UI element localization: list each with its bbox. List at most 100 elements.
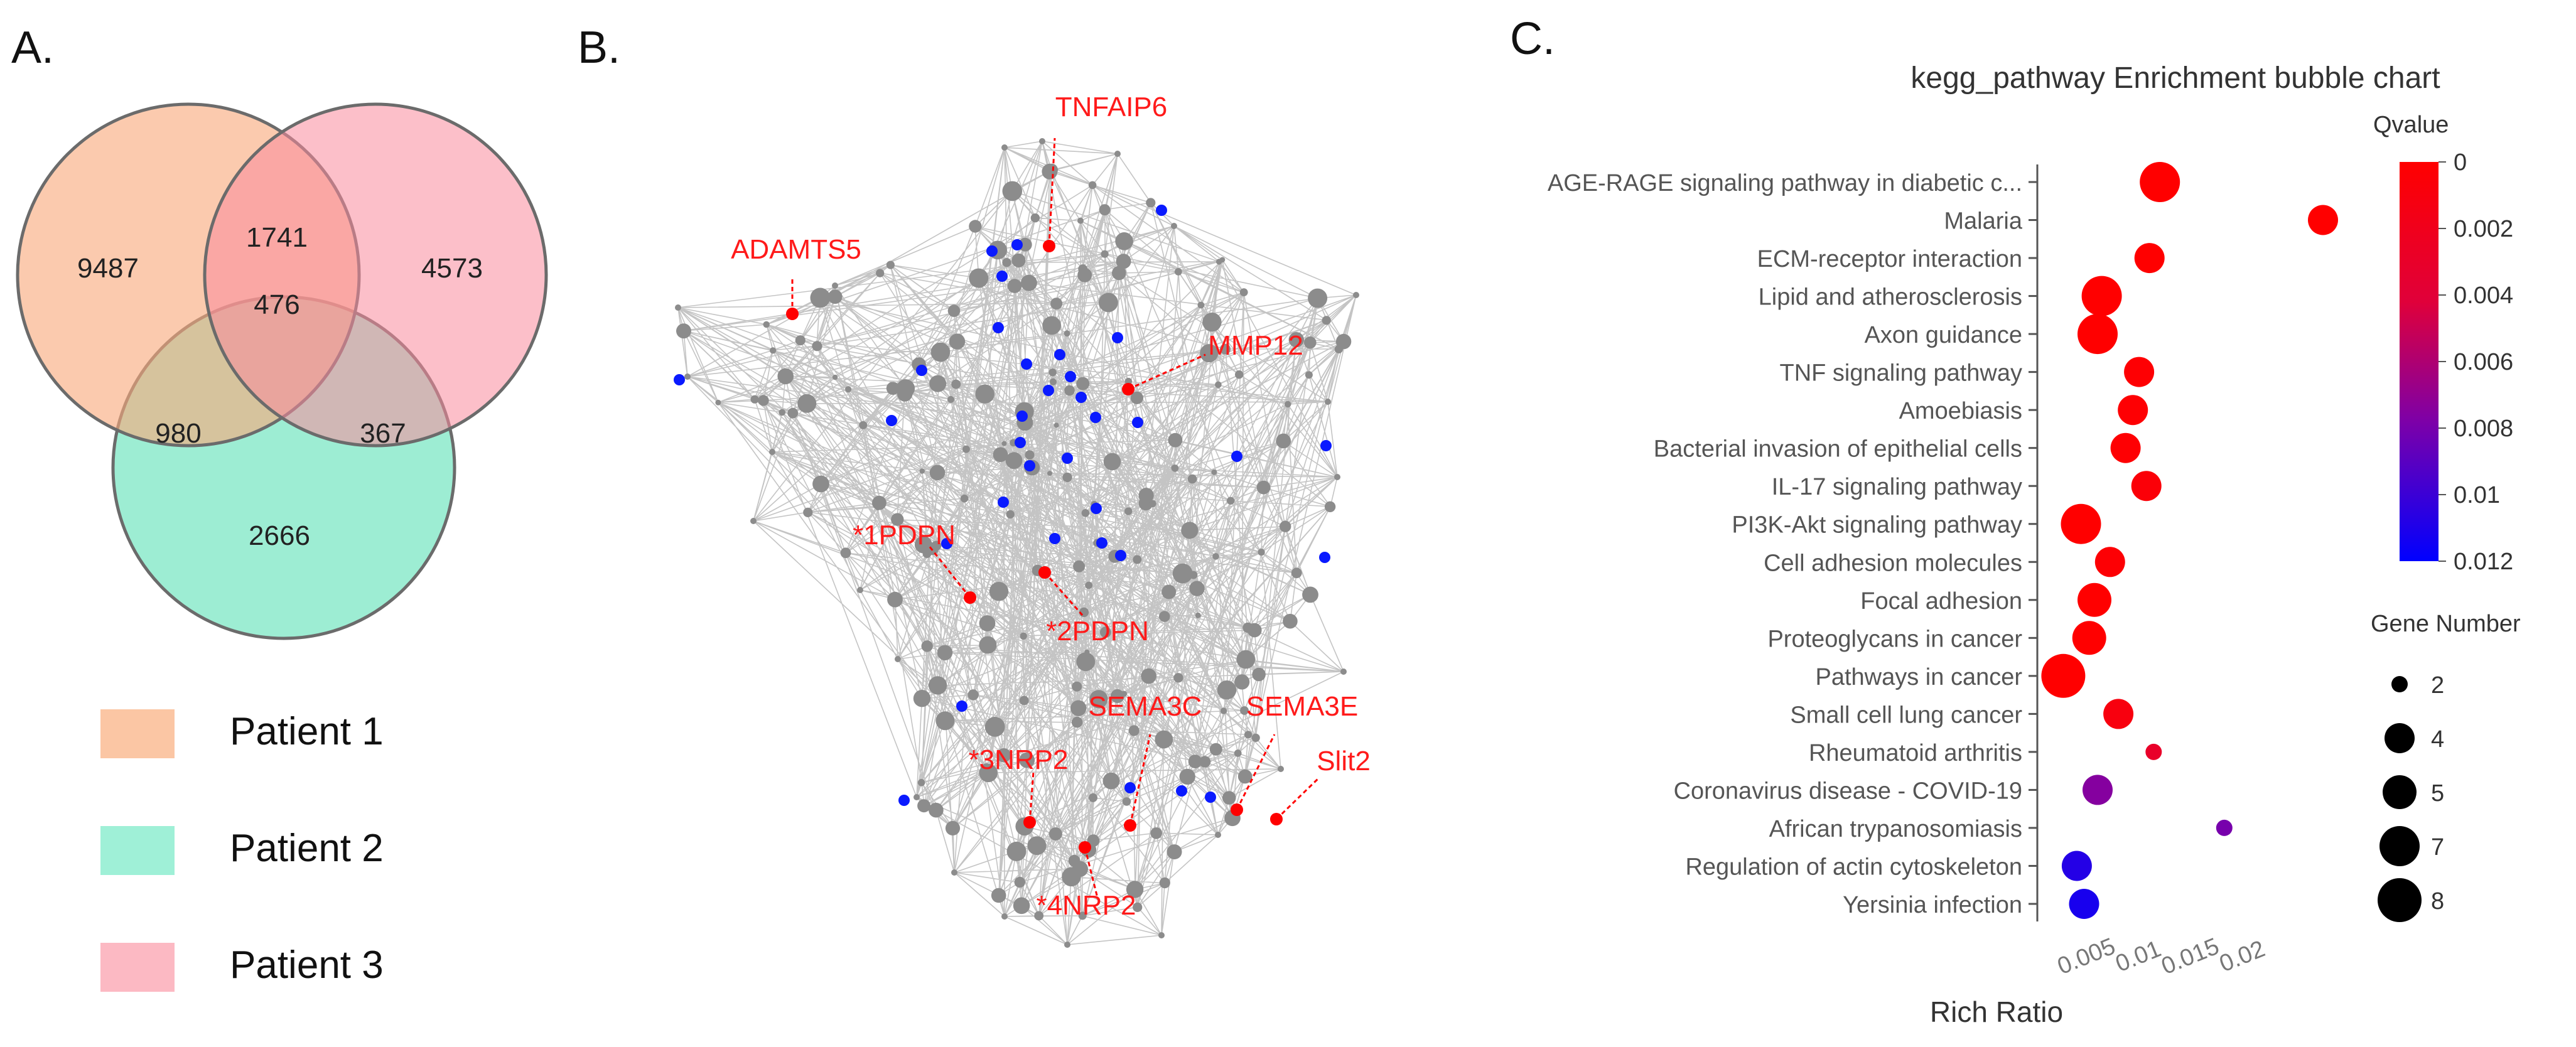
- network-node-secondary: [1115, 550, 1126, 561]
- network-node: [1258, 549, 1265, 556]
- network-node: [770, 347, 777, 354]
- network-node: [962, 445, 970, 453]
- network-node: [1130, 391, 1143, 404]
- network-node: [947, 395, 954, 403]
- network-node: [1112, 266, 1126, 281]
- network-node: [1197, 301, 1205, 309]
- network-node: [795, 335, 806, 346]
- network-node: [1068, 854, 1081, 867]
- network-node: [979, 615, 996, 631]
- network-node: [857, 587, 863, 593]
- legend-label: Patient 2: [230, 827, 384, 870]
- network-node: [1076, 377, 1090, 390]
- network-node: [1234, 749, 1242, 757]
- network-label-leader: [1236, 734, 1276, 810]
- network-node: [1006, 510, 1015, 519]
- bubble-point: [2124, 357, 2155, 387]
- size-legend-label: 8: [2431, 888, 2444, 915]
- network-node: [914, 535, 932, 554]
- network-node: [949, 333, 966, 350]
- x-tick-label: 0.01: [2112, 936, 2165, 978]
- network-node: [1122, 797, 1131, 806]
- network-node: [1158, 932, 1165, 938]
- network-gene-label: MMP12: [1208, 330, 1303, 361]
- network-node-secondary: [1062, 453, 1073, 464]
- size-legend-circle: [2378, 878, 2422, 922]
- bubble-point: [2110, 432, 2141, 463]
- network-node: [1202, 313, 1222, 332]
- network-node: [872, 495, 887, 510]
- colorbar-title: Qvalue: [2373, 112, 2449, 138]
- network-node: [951, 869, 957, 876]
- network-node: [1217, 680, 1237, 700]
- venn-count-patient-1: 9487: [77, 253, 139, 284]
- network-node: [1062, 472, 1072, 483]
- network-node: [777, 368, 794, 385]
- network-node: [1071, 716, 1083, 728]
- network-node-secondary: [898, 795, 910, 806]
- colorbar-tick-label: 0.006: [2454, 349, 2513, 375]
- network-node: [1070, 700, 1087, 716]
- network-label-leader: [1128, 353, 1206, 390]
- network-node: [845, 386, 852, 393]
- network-node: [1222, 791, 1236, 805]
- network-gene-labels: TNFAIP6 ADAMTS5 MMP12 *1PDPN *2PDPN SEMA3C SEM…: [731, 92, 1371, 921]
- y-tick-label: AGE-RAGE signaling pathway in diabetic c…: [1548, 170, 2022, 196]
- network-node: [1322, 316, 1331, 325]
- network-node: [921, 640, 933, 652]
- network-node: [1089, 793, 1097, 802]
- network-node: [1030, 213, 1040, 223]
- size-legend-title: Gene Number: [2371, 611, 2521, 637]
- size-legend-label: 7: [2431, 834, 2444, 861]
- x-axis-label: Rich Ratio: [1930, 996, 2063, 1028]
- y-tick-label: Regulation of actin cytoskeleton: [1685, 854, 2022, 880]
- network-node: [1019, 695, 1029, 706]
- network-node: [1014, 876, 1026, 888]
- network-node: [1050, 298, 1063, 310]
- network-node: [935, 711, 955, 731]
- y-tick-labels: AGE-RAGE signaling pathway in diabetic c…: [1548, 170, 2023, 918]
- venn-circle-patient-3: [203, 102, 548, 448]
- network-node: [1234, 674, 1250, 690]
- network-node-secondary: [996, 271, 1008, 282]
- network-node-secondary: [1015, 437, 1026, 448]
- size-legend-circle: [2379, 826, 2420, 866]
- network-node: [991, 888, 1006, 903]
- network-node-secondary: [674, 374, 685, 385]
- network-node: [1076, 652, 1096, 672]
- network-node-secondary: [1049, 533, 1060, 544]
- panel-a-label: A.: [11, 23, 54, 73]
- network-node: [1146, 198, 1156, 208]
- bubble-point: [2083, 775, 2113, 805]
- network-node: [1011, 253, 1026, 267]
- network-node: [929, 802, 944, 818]
- network-node: [1133, 555, 1142, 564]
- network-node: [1324, 501, 1336, 512]
- network-node: [1240, 706, 1249, 715]
- y-tick-label: Amoebiasis: [1899, 398, 2022, 424]
- network-node-secondary: [956, 701, 967, 712]
- bubble-point: [2081, 276, 2122, 316]
- network-node: [750, 518, 757, 524]
- network-node: [1195, 612, 1201, 619]
- network-node-secondary: [941, 538, 952, 549]
- network-node-secondary: [986, 245, 998, 257]
- network-label-leader: [1048, 137, 1056, 247]
- bubble-point: [2072, 621, 2106, 655]
- network-node-secondary: [1096, 537, 1107, 549]
- network-node: [810, 287, 831, 308]
- network-node: [1236, 650, 1256, 669]
- network-node: [1278, 766, 1284, 772]
- network-node: [1126, 881, 1144, 898]
- bubble-point: [2308, 205, 2338, 235]
- network-node: [1001, 441, 1007, 446]
- network-node: [1138, 496, 1153, 511]
- network-node: [1283, 613, 1298, 629]
- network-node: [1280, 520, 1291, 532]
- bubble-point: [2069, 889, 2099, 919]
- network-node-secondary: [1112, 332, 1123, 343]
- network-node: [1047, 471, 1052, 476]
- y-tick-label: Proteoglycans in cancer: [1767, 626, 2022, 652]
- panel-b-label: B.: [578, 23, 620, 73]
